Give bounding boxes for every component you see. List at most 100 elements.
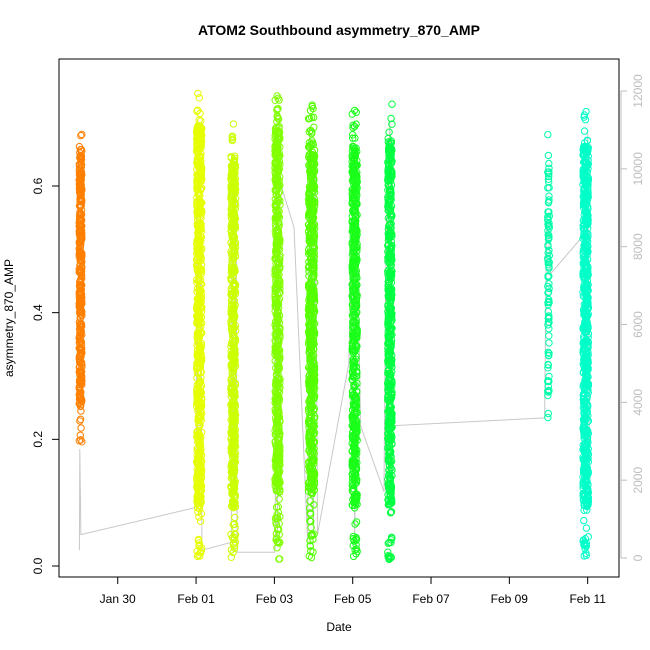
series-cluster-9 bbox=[579, 107, 593, 560]
data-point bbox=[274, 128, 282, 136]
data-point bbox=[275, 363, 283, 372]
data-point bbox=[581, 139, 589, 147]
data-point bbox=[385, 156, 394, 165]
data-point bbox=[584, 304, 592, 313]
data-point bbox=[275, 135, 283, 143]
data-point bbox=[384, 166, 392, 175]
data-point bbox=[584, 233, 592, 241]
data-point bbox=[386, 231, 394, 239]
data-point bbox=[77, 179, 85, 187]
data-point bbox=[271, 381, 280, 389]
data-point bbox=[307, 219, 316, 227]
data-point bbox=[227, 247, 235, 256]
data-point bbox=[352, 108, 360, 116]
data-point bbox=[384, 199, 392, 207]
data-point bbox=[309, 250, 317, 258]
data-point bbox=[76, 307, 84, 316]
data-point bbox=[308, 101, 316, 109]
data-point bbox=[272, 378, 281, 386]
data-point bbox=[310, 233, 318, 241]
data-point bbox=[230, 219, 238, 227]
data-point bbox=[387, 538, 395, 547]
data-point bbox=[194, 208, 203, 216]
data-point bbox=[384, 552, 392, 560]
data-point bbox=[580, 415, 588, 423]
data-point bbox=[351, 458, 359, 466]
data-point bbox=[274, 212, 283, 220]
data-point bbox=[388, 241, 396, 250]
data-point bbox=[351, 362, 359, 370]
data-point bbox=[579, 478, 587, 487]
data-point bbox=[273, 353, 282, 361]
data-point bbox=[78, 300, 86, 308]
data-point bbox=[76, 164, 84, 172]
data-point bbox=[386, 449, 394, 457]
x-tick-label: Jan 30 bbox=[100, 592, 136, 606]
data-point bbox=[308, 452, 316, 460]
y2-tick-label: 2000 bbox=[631, 467, 645, 494]
data-point bbox=[193, 333, 201, 341]
data-point bbox=[196, 203, 204, 212]
data-point bbox=[545, 172, 553, 181]
data-point bbox=[196, 251, 204, 260]
data-point bbox=[584, 247, 592, 256]
data-point bbox=[305, 467, 313, 475]
data-point bbox=[196, 328, 205, 336]
data-point bbox=[580, 540, 588, 548]
data-point bbox=[583, 486, 592, 494]
data-point bbox=[310, 123, 318, 131]
data-point bbox=[306, 168, 314, 176]
data-point bbox=[350, 145, 358, 153]
data-point bbox=[305, 309, 314, 317]
data-point bbox=[231, 249, 239, 257]
data-point bbox=[545, 246, 553, 255]
y2-tick-label: 6000 bbox=[631, 311, 645, 338]
data-point bbox=[197, 162, 205, 170]
x-tick-label: Feb 09 bbox=[491, 592, 529, 606]
data-point bbox=[582, 500, 590, 508]
data-point bbox=[272, 200, 280, 208]
data-point bbox=[544, 382, 552, 391]
data-point bbox=[198, 165, 206, 174]
data-point bbox=[310, 501, 318, 509]
data-point bbox=[385, 402, 394, 410]
data-point bbox=[306, 466, 315, 474]
data-point bbox=[78, 258, 86, 266]
data-point bbox=[230, 500, 239, 509]
data-point bbox=[193, 392, 201, 401]
data-point bbox=[276, 452, 284, 460]
data-point bbox=[228, 199, 236, 208]
data-point bbox=[309, 357, 317, 365]
data-point bbox=[230, 480, 238, 488]
data-point bbox=[352, 176, 361, 185]
data-point bbox=[350, 330, 359, 338]
data-point bbox=[581, 383, 589, 392]
data-point bbox=[580, 447, 589, 456]
data-point bbox=[580, 111, 589, 119]
data-point bbox=[229, 282, 237, 290]
data-point bbox=[583, 408, 591, 416]
data-point bbox=[544, 175, 553, 183]
data-point bbox=[275, 555, 284, 563]
data-point bbox=[308, 347, 316, 355]
data-point bbox=[231, 189, 240, 197]
data-point bbox=[353, 200, 361, 209]
data-point bbox=[351, 381, 359, 389]
data-point bbox=[310, 271, 318, 280]
data-point bbox=[229, 349, 237, 358]
data-point bbox=[228, 295, 236, 304]
data-point bbox=[274, 463, 282, 472]
data-point bbox=[193, 148, 201, 156]
data-point bbox=[196, 200, 204, 208]
data-point bbox=[349, 160, 357, 169]
data-point bbox=[385, 370, 393, 378]
data-point bbox=[385, 397, 393, 406]
data-point bbox=[307, 322, 315, 330]
data-point bbox=[352, 209, 360, 217]
data-point bbox=[349, 121, 357, 130]
data-point bbox=[544, 282, 552, 291]
data-point bbox=[272, 364, 280, 372]
data-point bbox=[580, 429, 588, 438]
data-point bbox=[76, 298, 85, 306]
data-point bbox=[385, 425, 394, 433]
